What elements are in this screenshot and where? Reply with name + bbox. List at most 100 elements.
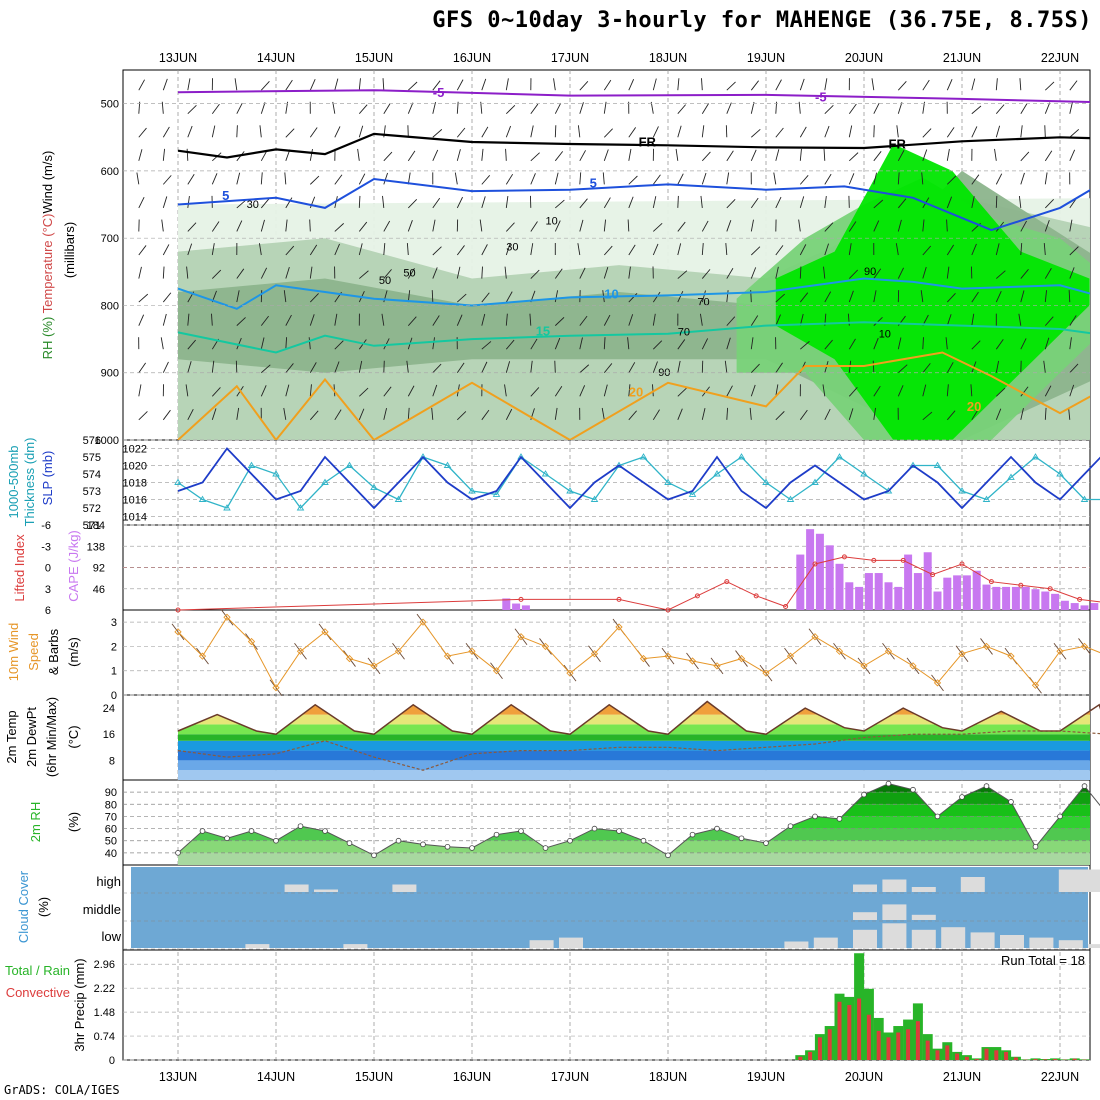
wind-barb xyxy=(824,291,832,303)
wind-barb xyxy=(946,244,955,256)
isotherm-label: 10 xyxy=(604,287,618,302)
wind-barb xyxy=(358,173,366,185)
li-marker xyxy=(871,557,877,563)
wind-barb xyxy=(995,125,1001,138)
wind-barb xyxy=(873,172,877,185)
rh-marker xyxy=(175,850,181,856)
wind-barb xyxy=(432,315,440,326)
wind-barb xyxy=(995,173,1003,185)
rh-marker xyxy=(420,841,426,848)
wind-speed-marker xyxy=(1080,642,1089,651)
precip-convective-bar xyxy=(935,1050,940,1060)
wind-barb xyxy=(138,362,147,373)
isotherm-5 xyxy=(177,177,1090,232)
wind-barb xyxy=(895,243,899,256)
wind-barb xyxy=(162,361,169,373)
wind-barb xyxy=(677,270,688,279)
wind-barb xyxy=(505,105,516,115)
wind-barb xyxy=(701,103,709,114)
wind-barb xyxy=(358,221,368,232)
wind-speed-marker xyxy=(370,662,378,670)
cloud-high-bar xyxy=(853,884,877,892)
wind-barb xyxy=(628,314,634,326)
wind-barb xyxy=(1043,360,1046,373)
wind-barb xyxy=(187,78,191,91)
wind-barb xyxy=(652,291,661,303)
rh-marker xyxy=(444,843,451,850)
wind-barb xyxy=(652,384,654,397)
cape-tick-label: 138 xyxy=(87,541,105,553)
panel-frame xyxy=(122,609,1091,696)
wind-barb xyxy=(138,266,142,279)
wind-barb xyxy=(138,127,147,138)
wind-barb xyxy=(994,148,997,161)
precip-convective-bar xyxy=(886,1037,891,1060)
wind-barb xyxy=(652,223,663,232)
wind-barb xyxy=(407,385,415,397)
thickness-marker xyxy=(615,461,623,468)
wind-speed-marker xyxy=(1007,652,1015,660)
isotherm-label: 5 xyxy=(222,188,229,203)
precip-run-total: Run Total = 18 xyxy=(1001,953,1085,968)
wind-barb xyxy=(481,409,490,421)
rh-tick-label: 70 xyxy=(105,811,117,823)
wind-barb xyxy=(848,103,857,114)
thickness-tick-label: 572 xyxy=(83,503,101,515)
date-label-top: 19JUN xyxy=(747,51,785,65)
wind-barb xyxy=(138,245,147,256)
rh-tick-label: 60 xyxy=(105,824,117,836)
wind-barb xyxy=(1069,337,1072,350)
wind-barb xyxy=(505,148,507,161)
thickness-marker xyxy=(762,478,770,485)
wind-barb xyxy=(260,198,270,209)
wind-barb xyxy=(824,408,831,421)
cloud-low-bar xyxy=(245,944,270,948)
date-label-top: 20JUN xyxy=(845,51,883,65)
wind-barb xyxy=(775,127,784,138)
wind-barb xyxy=(922,149,928,161)
temp-title: 2m Temp xyxy=(4,710,19,763)
wind-barb xyxy=(897,150,905,162)
precip-tick-label: 2.22 xyxy=(94,983,115,995)
wind-barb xyxy=(873,290,877,303)
wind-barb xyxy=(406,243,409,256)
upper-air-title-part: Temperature (°C) xyxy=(40,214,55,317)
wind-speed-marker xyxy=(688,657,697,665)
wind-barb xyxy=(258,243,262,256)
wind-barb xyxy=(922,128,932,138)
wind-barb xyxy=(628,410,637,421)
wind-barb xyxy=(848,290,854,303)
precip-convective-bar xyxy=(925,1040,930,1060)
wind-barb xyxy=(946,175,957,185)
cape-tick-label: 92 xyxy=(93,563,105,575)
rh-marker xyxy=(273,837,279,844)
cape-bar xyxy=(1021,586,1030,610)
wind-barb xyxy=(750,246,761,256)
wind-barb xyxy=(138,314,145,326)
thickness-marker xyxy=(713,470,721,477)
rh-contour-label: 10 xyxy=(546,216,558,228)
wind-barb xyxy=(432,197,441,209)
wind-barb xyxy=(946,384,949,397)
isotherm-15 xyxy=(177,321,1090,354)
thickness-line xyxy=(177,456,1100,510)
wind-barb xyxy=(407,407,410,420)
wind-barb xyxy=(848,173,855,185)
date-label-bottom: 14JUN xyxy=(257,1070,295,1084)
wind-barb xyxy=(234,78,238,91)
wind-barb xyxy=(577,243,581,256)
thickness-title-units-part: Thickness (dm) xyxy=(22,438,37,527)
li-marker xyxy=(518,596,524,602)
wind-barb xyxy=(187,195,190,208)
li-tick-label: -3 xyxy=(41,541,51,553)
wind-barb xyxy=(505,291,513,303)
wind-barb xyxy=(896,125,899,138)
wind-barb xyxy=(1020,220,1027,232)
wind-barb xyxy=(1044,81,1055,91)
wind-barb xyxy=(456,266,461,279)
wind-tick-label: 3 xyxy=(111,617,117,629)
wind-barb xyxy=(652,340,663,350)
wind-barb xyxy=(995,387,1006,397)
wind-barb xyxy=(1044,407,1047,420)
wind-barb xyxy=(701,151,711,162)
